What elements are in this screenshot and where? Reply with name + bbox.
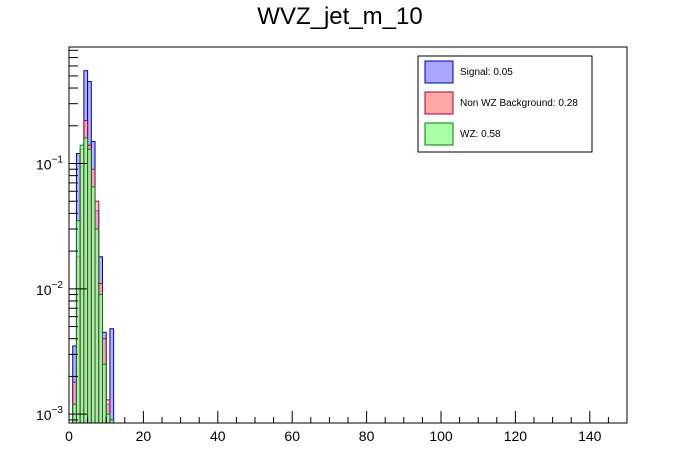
x-tick-label: 60 (284, 428, 300, 444)
x-tick-label: 80 (359, 428, 375, 444)
x-tick-label: 100 (429, 428, 453, 444)
x-tick-label: 20 (136, 428, 152, 444)
bar-s0-b10 (109, 328, 115, 424)
legend-label-nonwz: Non WZ Background: 0.28 (460, 98, 578, 109)
bar-s2-b3 (83, 137, 89, 424)
legend-swatch-wz (424, 122, 454, 146)
legend-label-wz: WZ: 0.58 (460, 129, 501, 140)
y-tick-label: 10−3 (36, 405, 63, 423)
y-tick-label: 10−2 (36, 280, 63, 298)
legend: Signal: 0.05 Non WZ Background: 0.28 WZ:… (417, 55, 593, 153)
bar-s2-b4 (87, 148, 92, 424)
bar-s2-b2 (79, 144, 85, 424)
legend-swatch-signal (424, 60, 454, 84)
x-tick-label: 0 (65, 428, 73, 444)
bar-s2-b7 (98, 294, 103, 424)
y-tick-label: 10−1 (36, 154, 63, 172)
chart-title: WVZ_jet_m_10 (257, 3, 422, 30)
bar-s2-b9 (105, 413, 111, 424)
x-tick-label: 120 (504, 428, 528, 444)
bar-s2-b8 (101, 363, 107, 424)
x-tick-label: 140 (578, 428, 602, 444)
legend-swatch-nonwz (424, 91, 454, 115)
bars-group (72, 70, 115, 424)
bar-s2-b6 (94, 228, 100, 424)
x-tick-label: 40 (210, 428, 226, 444)
legend-label-signal: Signal: 0.05 (460, 67, 513, 78)
bar-s2-b5 (90, 186, 96, 424)
axes-group: 0 20 40 60 80 100 120 140 10−1 10−2 10−3 (36, 49, 628, 444)
